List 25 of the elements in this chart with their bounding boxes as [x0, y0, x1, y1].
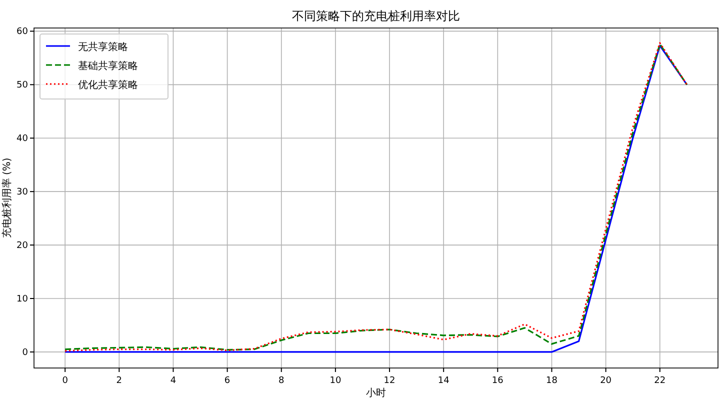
x-tick-label: 20	[600, 376, 612, 386]
y-tick-label: 30	[16, 188, 28, 198]
x-tick-label: 16	[492, 376, 504, 386]
y-tick-label: 60	[16, 27, 28, 38]
x-tick-label: 2	[116, 376, 122, 386]
legend-label: 优化共享策略	[78, 79, 138, 91]
y-tick-label: 10	[16, 294, 28, 305]
x-tick-label: 4	[170, 376, 176, 386]
y-tick-label: 50	[16, 80, 28, 91]
x-tick-label: 8	[278, 376, 285, 386]
x-tick-label: 14	[438, 376, 450, 386]
x-axis-title: 小时	[366, 387, 386, 399]
x-tick-label: 6	[224, 376, 230, 386]
x-tick-label: 12	[384, 376, 396, 386]
x-tick-label: 18	[546, 376, 558, 386]
y-tick-label: 0	[22, 348, 28, 358]
chart-title: 不同策略下的充电桩利用率对比	[292, 9, 460, 23]
legend-label: 无共享策略	[78, 41, 128, 53]
y-axis-title: 充电桩利用率 (%)	[1, 158, 13, 238]
y-tick-label: 20	[16, 241, 28, 252]
x-tick-label: 10	[330, 376, 342, 386]
legend-label: 基础共享策略	[78, 60, 138, 72]
x-tick-label: 22	[654, 376, 666, 386]
y-tick-label: 40	[16, 134, 28, 144]
x-tick-label: 0	[62, 376, 68, 386]
